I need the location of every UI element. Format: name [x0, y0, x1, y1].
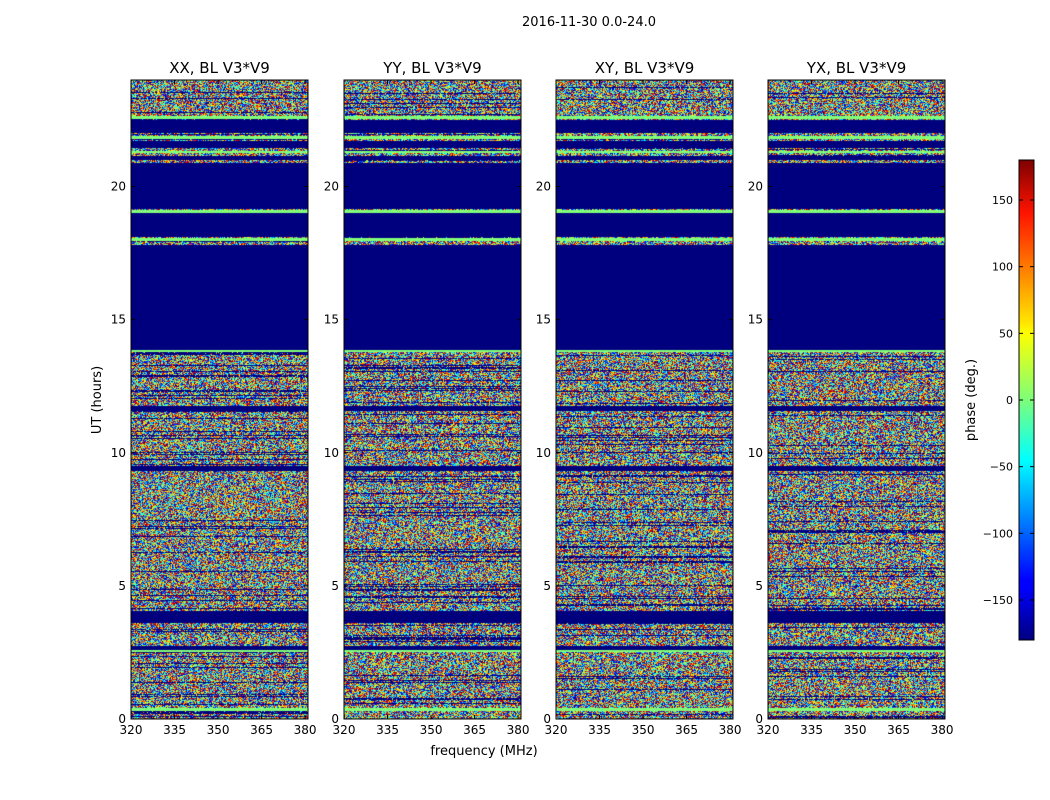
y-tick-label: 15 [111, 313, 126, 327]
x-tick-label: 320 [333, 723, 356, 737]
panel-frame [767, 79, 946, 720]
y-tick-label: 20 [536, 180, 551, 194]
x-tick-label: 335 [163, 723, 186, 737]
colorbar-tick-label: −100 [983, 527, 1013, 540]
y-tick-label: 10 [111, 446, 126, 460]
x-tick-label: 380 [719, 723, 742, 737]
y-tick-label: 0 [118, 712, 126, 726]
x-tick-label: 335 [800, 723, 823, 737]
colorbar-tick-label: 100 [992, 261, 1013, 274]
y-tick-label: 5 [543, 579, 551, 593]
y-tick-label: 0 [543, 712, 551, 726]
x-tick-label: 335 [376, 723, 399, 737]
panel-title: XX, BL V3*V9 [169, 59, 270, 77]
panel-yx: YX, BL V3*V9 320 335 350 365 380 0 5 10 15 20 [748, 59, 954, 737]
panel-yy: YY, BL V3*V9 320 335 350 365 380 0 5 10 15 20 [324, 59, 530, 737]
x-tick-label: 365 [887, 723, 910, 737]
y-tick-label: 5 [331, 579, 339, 593]
x-axis-label: frequency (MHz) [430, 744, 537, 759]
panel-xx: XX, BL V3*V9 320 335 350 365 380 0 5 10 15 20 [111, 59, 317, 737]
y-tick-label: 10 [748, 446, 763, 460]
y-tick-label: 5 [755, 579, 763, 593]
y-tick-label: 15 [536, 313, 551, 327]
heatmap-xx [131, 80, 308, 719]
heatmap-canvas-xy [556, 80, 733, 719]
x-tick-label: 365 [250, 723, 273, 737]
colorbar-tick-label: −50 [990, 461, 1013, 474]
x-tick-label: 380 [294, 723, 317, 737]
panel-title: YY, BL V3*V9 [382, 59, 481, 77]
x-tick-label: 320 [545, 723, 568, 737]
x-tick-label: 320 [757, 723, 780, 737]
panel-title: YX, BL V3*V9 [806, 59, 907, 77]
y-tick-label: 0 [755, 712, 763, 726]
y-tick-label: 20 [324, 180, 339, 194]
x-tick-label: 335 [588, 723, 611, 737]
y-tick-label: 10 [324, 446, 339, 460]
y-tick-label: 15 [748, 313, 763, 327]
heatmap-canvas-yy [344, 80, 521, 719]
x-tick-label: 380 [931, 723, 954, 737]
heatmap-yy [344, 80, 521, 719]
panel-frame [343, 79, 522, 720]
panel-xy: XY, BL V3*V9 320 335 350 365 380 0 5 10 15 20 [536, 59, 742, 737]
colorbar-tick-label: 0 [1006, 394, 1013, 407]
heatmap-xy [556, 80, 733, 719]
panel-frame [130, 79, 309, 720]
heatmap-canvas-yx [768, 80, 945, 719]
x-tick-label: 350 [207, 723, 230, 737]
y-tick-label: 20 [748, 180, 763, 194]
heatmap-canvas-xx [131, 80, 308, 719]
colorbar-label: phase (deg.) [964, 359, 979, 441]
x-tick-label: 365 [463, 723, 486, 737]
colorbar-tick-label: 50 [999, 327, 1013, 340]
x-tick-label: 350 [632, 723, 655, 737]
x-tick-label: 350 [844, 723, 867, 737]
x-tick-label: 365 [675, 723, 698, 737]
colorbar: 150 100 50 0 −50 −100 −150 phase (deg.) [964, 159, 1035, 641]
figure-suptitle: 2016-11-30 0.0-24.0 [522, 15, 656, 30]
heatmap-yx [768, 80, 945, 719]
panel-title: XY, BL V3*V9 [595, 59, 695, 77]
colorbar-ticks: 150 100 50 0 −50 −100 −150 [983, 194, 1034, 607]
panel-frame [555, 79, 734, 720]
colorbar-tick-label: −150 [983, 594, 1013, 607]
x-tick-label: 320 [120, 723, 143, 737]
y-tick-label: 0 [331, 712, 339, 726]
colorbar-tick-label: 150 [992, 194, 1013, 207]
y-tick-label: 10 [536, 446, 551, 460]
y-tick-label: 5 [118, 579, 126, 593]
y-tick-label: 15 [324, 313, 339, 327]
x-tick-label: 350 [420, 723, 443, 737]
y-axis-label: UT (hours) [90, 366, 105, 434]
y-tick-label: 20 [111, 180, 126, 194]
x-tick-label: 380 [507, 723, 530, 737]
